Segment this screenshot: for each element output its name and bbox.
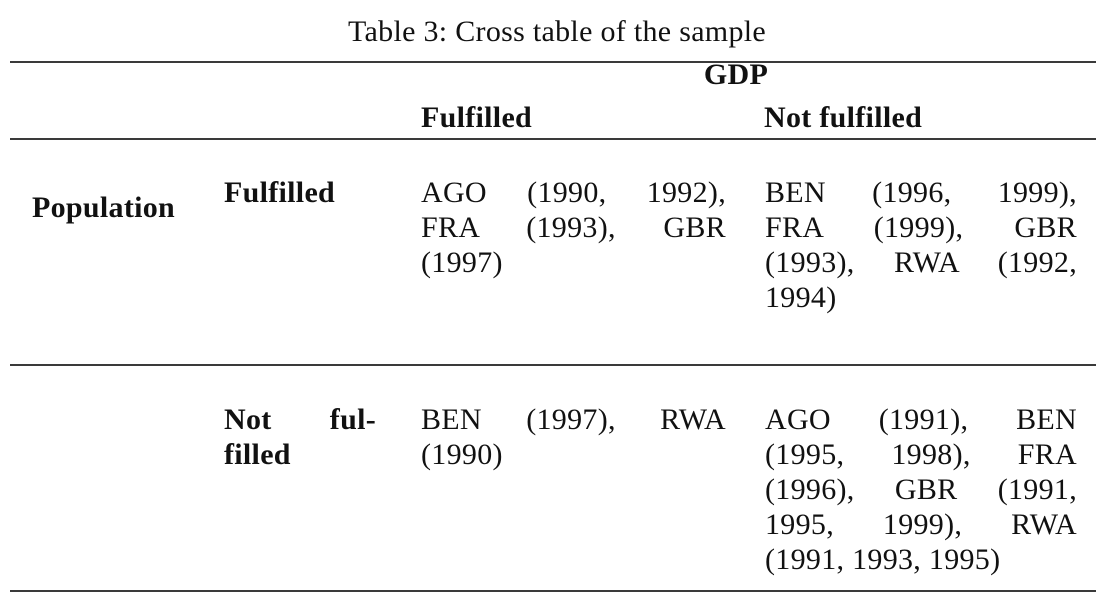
cell-line: filled [224, 438, 291, 471]
table-cell-pop-fulfilled-gdp-fulfilled: AGO (1990, 1992), FRA (1993), GBR (1997) [421, 175, 726, 280]
table-cell-pop-not-fulfilled-gdp-fulfilled: BEN (1997), RWA (1990) [421, 402, 726, 472]
cell-line: AGO (1990, 1992), [421, 176, 726, 209]
table-rule-top [10, 61, 1096, 63]
cell-line: Not ful- [224, 403, 376, 436]
table-rule-bottom [10, 590, 1096, 592]
row-header-not-fulfilled: Not ful-filled [224, 402, 376, 472]
cell-line: (1991, 1993, 1995) [765, 543, 1001, 576]
table-cell-pop-not-fulfilled-gdp-not-fulfilled: AGO (1991), BEN (1995, 1998), FRA (1996), … [765, 402, 1077, 577]
cell-line: BEN (1996, 1999), [765, 176, 1077, 209]
cell-line: BEN (1997), RWA [421, 403, 726, 436]
cell-line: (1996), GBR (1991, [765, 473, 1077, 506]
cell-line: FRA (1993), GBR [421, 211, 726, 244]
row-header-fulfilled: Fulfilled [224, 175, 376, 210]
cell-line: FRA (1999), GBR [765, 211, 1077, 244]
cell-line: Fulfilled [224, 176, 336, 209]
table-cell-pop-fulfilled-gdp-not-fulfilled: BEN (1996, 1999), FRA (1999), GBR (1993), … [765, 175, 1077, 315]
cell-line: (1993), RWA (1992, [765, 246, 1077, 279]
table-rule-mid [10, 364, 1096, 366]
cell-line: (1990) [421, 438, 503, 471]
cell-line: (1997) [421, 246, 503, 279]
cell-line: AGO (1991), BEN [765, 403, 1077, 436]
table-rule-below-header [10, 138, 1096, 140]
column-header-not-fulfilled: Not fulfilled [764, 101, 923, 134]
table-caption: Table 3: Cross table of the sample [348, 15, 766, 48]
column-group-header-gdp: GDP [703, 58, 769, 91]
cell-line: (1995, 1998), FRA [765, 438, 1077, 471]
cell-line: 1995, 1999), RWA [765, 508, 1077, 541]
column-header-fulfilled: Fulfilled [421, 101, 533, 134]
row-group-header-population: Population [32, 191, 176, 224]
cell-line: 1994) [765, 281, 837, 314]
